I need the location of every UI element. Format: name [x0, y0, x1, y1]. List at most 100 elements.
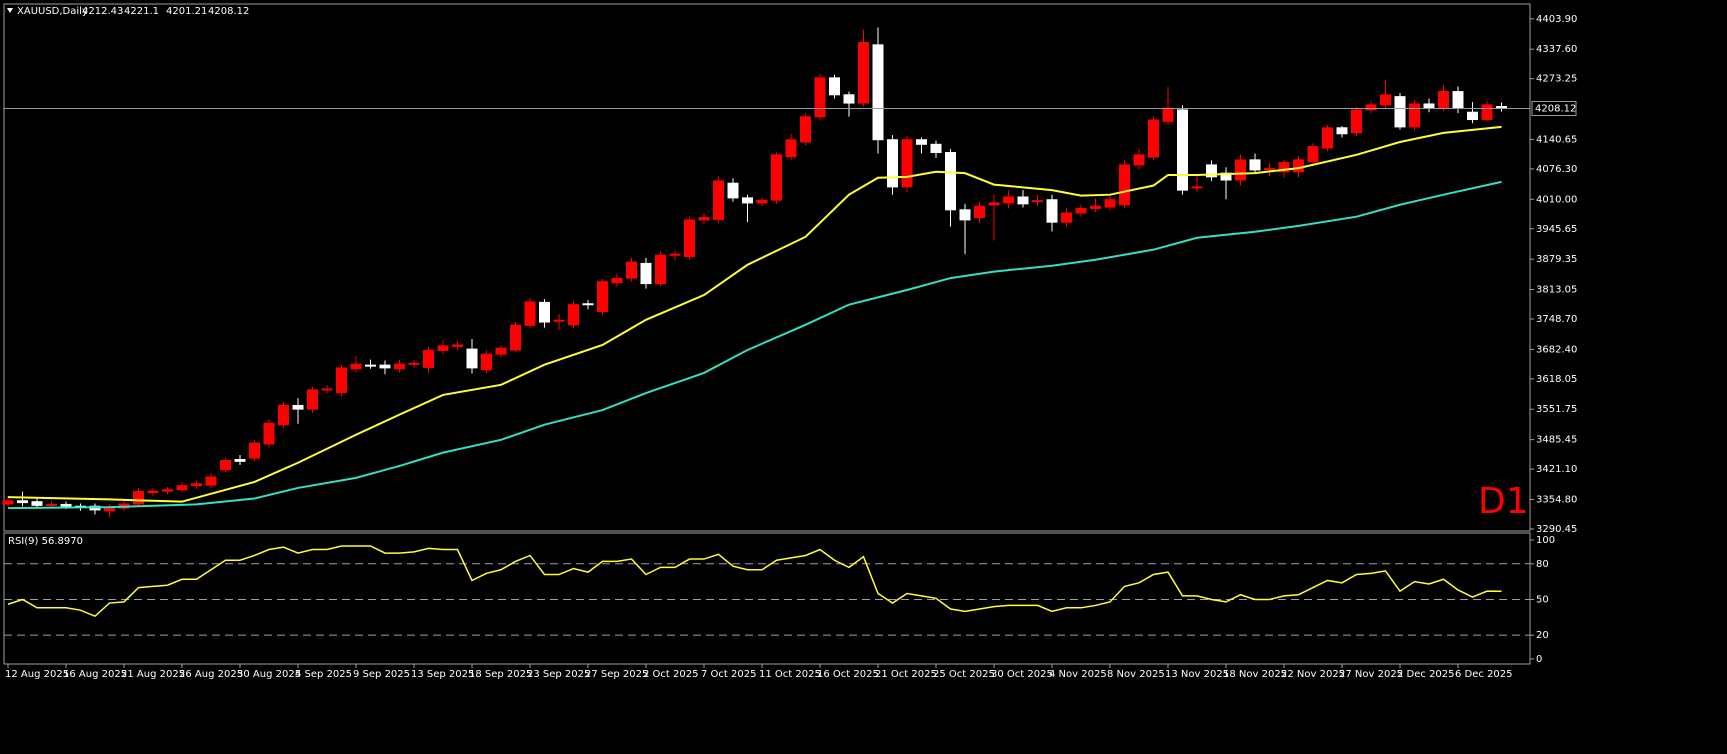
x-tick-label: 27 Sep 2025 — [585, 669, 648, 680]
candle-body — [974, 205, 985, 219]
candle-body — [1032, 200, 1043, 203]
main-panel — [3, 3, 1531, 532]
candle-body — [1206, 164, 1217, 178]
candle-body — [104, 507, 115, 512]
low-value: 4201.21 — [166, 6, 207, 17]
candle-body — [1307, 146, 1319, 163]
candle-body — [916, 139, 927, 145]
candle-body — [510, 324, 521, 351]
candle-body — [278, 404, 289, 426]
candle-body — [365, 364, 376, 367]
x-tick-label: 26 Aug 2025 — [179, 669, 243, 680]
candle-body — [843, 94, 855, 104]
candle-body — [1133, 154, 1145, 166]
candle-body — [698, 217, 710, 221]
high-value: 4221.1 — [124, 6, 159, 17]
menu-arrow — [7, 8, 13, 13]
price-label-box — [1531, 100, 1577, 116]
x-tick-label: 30 Oct 2025 — [991, 669, 1053, 680]
x-tick-label: 2 Oct 2025 — [643, 669, 698, 680]
candle-body — [1046, 199, 1058, 223]
candle-body — [2, 500, 14, 505]
y-tick-label: 3813.05 — [1536, 285, 1577, 296]
y-tick-label: 4337.60 — [1536, 44, 1577, 55]
candle-body — [60, 503, 72, 507]
candle-body — [263, 422, 275, 445]
candle-body — [394, 363, 405, 370]
candle-body — [17, 500, 28, 504]
candle-body — [249, 442, 260, 459]
x-tick-label: 11 Oct 2025 — [759, 669, 821, 680]
candle-body — [640, 262, 652, 285]
candle-body — [1452, 91, 1464, 109]
candle-body — [234, 459, 246, 462]
candle-body — [307, 389, 318, 410]
x-tick-label: 16 Oct 2025 — [817, 669, 879, 680]
candle-body — [46, 503, 57, 506]
candle-body — [1481, 104, 1493, 121]
candle-body — [597, 281, 608, 313]
y-tick-label: 3879.35 — [1536, 254, 1577, 265]
candle-body — [771, 154, 782, 201]
x-tick-label: 27 Nov 2025 — [1339, 669, 1403, 680]
y-tick-label: 100 — [1536, 535, 1555, 546]
candle-body — [1162, 107, 1174, 122]
candle-body — [858, 42, 869, 104]
candle-body — [350, 363, 362, 370]
candle-body — [495, 347, 507, 355]
y-tick-label: 50 — [1536, 594, 1549, 605]
candle-body — [31, 501, 43, 506]
candle-body — [901, 139, 913, 188]
y-tick-label: 4010.00 — [1536, 194, 1577, 205]
candle-body — [1249, 159, 1261, 171]
y-tick-label: 3290.45 — [1536, 524, 1577, 535]
candle-body — [611, 278, 623, 284]
x-tick-label: 18 Sep 2025 — [469, 669, 532, 680]
close-value: 4208.12 — [208, 6, 249, 17]
x-tick-label: 22 Nov 2025 — [1281, 669, 1345, 680]
candle-body — [1380, 94, 1391, 106]
candle-body — [568, 304, 579, 326]
candle-body — [423, 349, 434, 368]
candle-body — [1351, 109, 1362, 134]
x-tick-label: 6 Dec 2025 — [1455, 669, 1513, 680]
candle-body — [176, 485, 188, 491]
candle-body — [1177, 109, 1188, 191]
candle-body — [727, 182, 739, 199]
candle-body — [1003, 196, 1014, 204]
x-tick-label: 4 Sep 2025 — [295, 669, 352, 680]
candle-body — [756, 199, 768, 204]
x-tick-label: 16 Aug 2025 — [63, 669, 127, 680]
x-tick-label: 2 Dec 2025 — [1397, 669, 1455, 680]
candle-body — [1394, 96, 1406, 128]
y-tick-label: 3945.65 — [1536, 224, 1577, 235]
candle-body — [669, 253, 681, 256]
y-tick-label: 0 — [1536, 654, 1542, 665]
candle-body — [988, 202, 1000, 206]
timeframe-label: D1 — [1478, 481, 1529, 522]
candle-body — [437, 345, 449, 351]
candle-body — [481, 353, 492, 371]
candle-body — [1409, 103, 1420, 128]
rsi-title: RSI(9) 56.8970 — [8, 536, 83, 547]
candle-body — [321, 388, 333, 391]
y-tick-label: 4273.25 — [1536, 74, 1577, 85]
x-tick-label: 21 Aug 2025 — [121, 669, 185, 680]
candle-body — [147, 490, 159, 494]
candle-body — [1119, 164, 1130, 206]
candle-body — [1438, 91, 1449, 109]
open-value: 4212.43 — [82, 6, 123, 17]
candle-body — [872, 44, 884, 141]
y-tick-label: 3421.10 — [1536, 464, 1577, 475]
y-tick-label: 20 — [1536, 630, 1549, 641]
candle-body — [162, 489, 173, 492]
candle-body — [408, 362, 420, 365]
candle-body — [582, 303, 594, 306]
y-tick-label: 3485.45 — [1536, 435, 1577, 446]
y-tick-label: 3748.70 — [1536, 314, 1577, 325]
candle-body — [1293, 159, 1304, 173]
candle-body — [1235, 159, 1246, 181]
y-tick-label: 3682.40 — [1536, 344, 1577, 355]
candle-body — [1322, 127, 1333, 149]
candle-body — [1148, 119, 1159, 158]
